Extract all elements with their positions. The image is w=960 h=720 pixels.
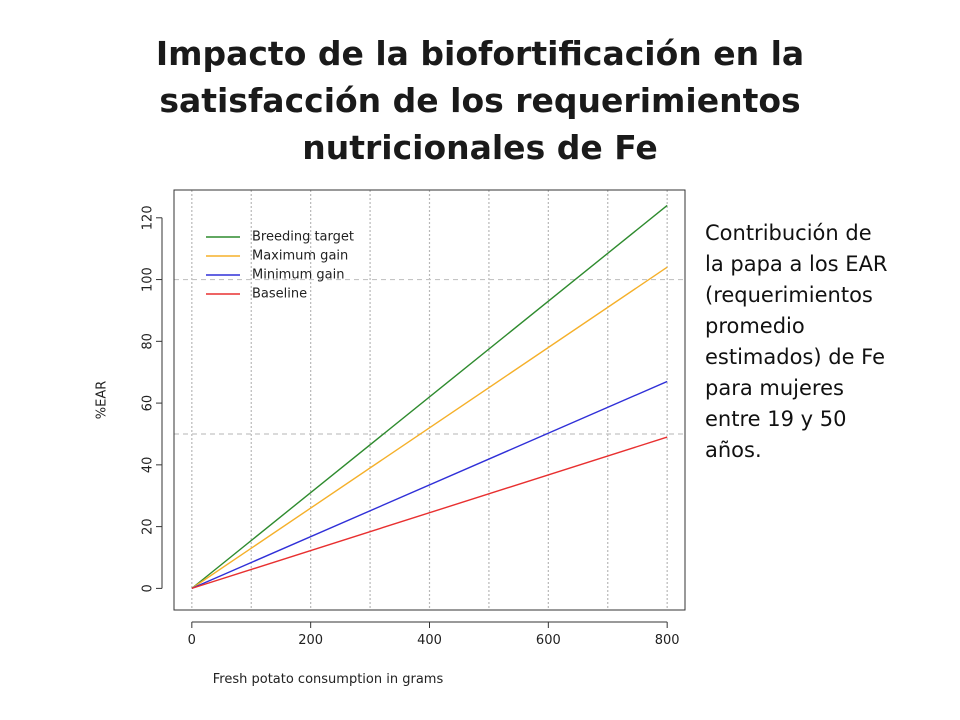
- y-axis-title: %EAR: [95, 381, 110, 420]
- chart-svg: 0 200 400 600 800 0 20 40 60 80 100 120 Fresh potato…: [95, 189, 686, 687]
- slide-title: Impacto de la biofortificación en la sat…: [0, 30, 960, 171]
- y-tick-label: 120: [141, 205, 156, 230]
- note-line: entre 19 y 50: [705, 407, 847, 431]
- y-tick-label: 100: [141, 267, 156, 292]
- y-tick-label: 40: [141, 457, 156, 474]
- title-line: nutricionales de Fe: [302, 128, 658, 167]
- y-tick-label: 80: [141, 333, 156, 350]
- note-line: años.: [705, 438, 762, 462]
- note-line: estimados) de Fe: [705, 345, 886, 369]
- y-tick-label: 0: [141, 584, 156, 592]
- plot-frame: [173, 189, 686, 611]
- x-tick-label: 400: [417, 633, 442, 648]
- series-line: [191, 204, 668, 589]
- note-line: la papa a los EAR: [705, 252, 888, 276]
- note-line: promedio: [705, 314, 805, 338]
- note-line: para mujeres: [705, 376, 844, 400]
- chart: 0 200 400 600 800 0 20 40 60 80 100 120 Fresh potato…: [80, 185, 700, 695]
- x-tick-label: 200: [298, 633, 323, 648]
- legend-label: Baseline: [252, 287, 307, 302]
- series-line: [191, 436, 668, 590]
- series-line: [191, 380, 668, 590]
- side-note: Contribución de la papa a los EAR (reque…: [705, 218, 945, 466]
- x-tick-label: 800: [655, 633, 680, 648]
- legend-label: Maximum gain: [252, 249, 348, 264]
- x-tick-label: 600: [536, 633, 561, 648]
- note-line: Contribución de: [705, 221, 872, 245]
- legend-label: Minimum gain: [252, 268, 344, 283]
- y-tick-label: 20: [141, 518, 156, 535]
- series-line: [191, 266, 668, 589]
- title-line: satisfacción de los requerimientos: [159, 81, 801, 120]
- note-line: (requerimientos: [705, 283, 873, 307]
- y-tick-label: 60: [141, 395, 156, 412]
- x-axis-title: Fresh potato consumption in grams: [213, 672, 444, 687]
- x-tick-label: 0: [188, 633, 196, 648]
- legend-label: Breeding target: [252, 230, 354, 245]
- title-line: Impacto de la biofortificación en la: [155, 34, 805, 73]
